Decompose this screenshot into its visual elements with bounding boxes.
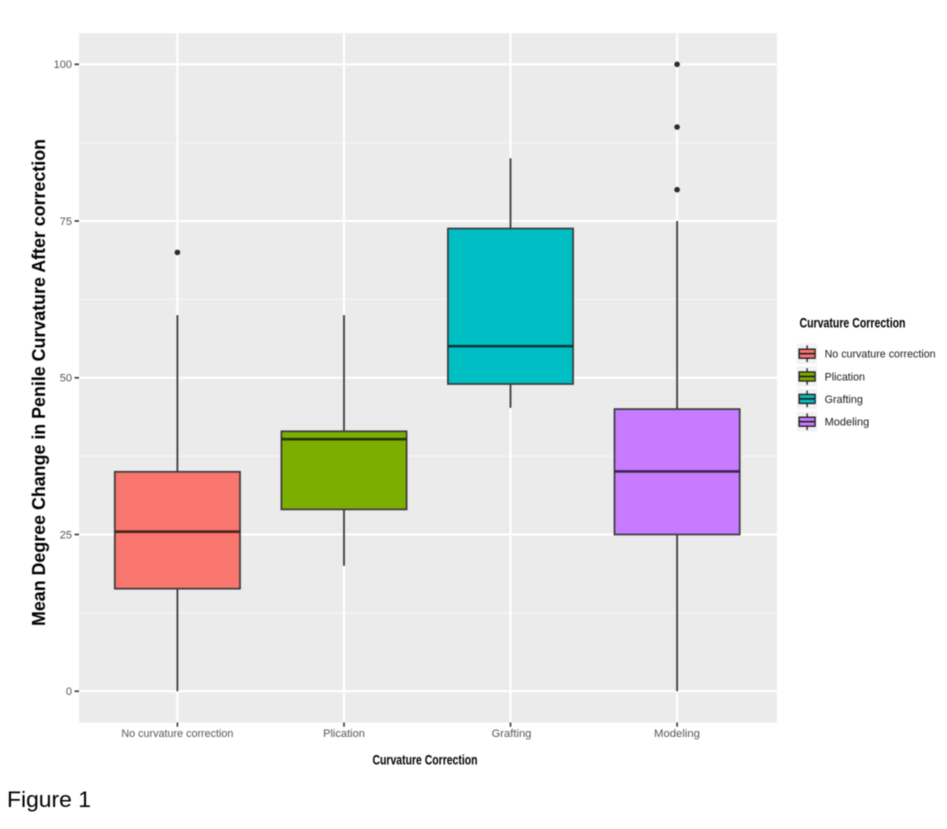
svg-text:Grafting: Grafting bbox=[492, 728, 532, 740]
svg-text:No curvature correction: No curvature correction bbox=[825, 349, 936, 361]
svg-text:Modeling: Modeling bbox=[654, 728, 700, 740]
svg-text:Plication: Plication bbox=[323, 728, 365, 740]
svg-text:Mean Degree Change in Penile C: Mean Degree Change in Penile Curvature A… bbox=[29, 139, 49, 626]
svg-text:No curvature correction: No curvature correction bbox=[121, 728, 233, 740]
svg-text:Figure 1: Figure 1 bbox=[7, 787, 91, 812]
svg-text:Grafting: Grafting bbox=[825, 394, 863, 406]
svg-text:Plication: Plication bbox=[825, 371, 865, 383]
svg-text:50: 50 bbox=[60, 373, 72, 385]
svg-text:0: 0 bbox=[66, 686, 72, 698]
svg-text:25: 25 bbox=[60, 529, 72, 541]
svg-text:100: 100 bbox=[54, 59, 72, 71]
svg-text:Modeling: Modeling bbox=[825, 417, 870, 429]
svg-text:Curvature Correction: Curvature Correction bbox=[373, 752, 478, 768]
svg-text:Curvature Correction: Curvature Correction bbox=[800, 315, 906, 331]
svg-text:75: 75 bbox=[60, 216, 72, 228]
